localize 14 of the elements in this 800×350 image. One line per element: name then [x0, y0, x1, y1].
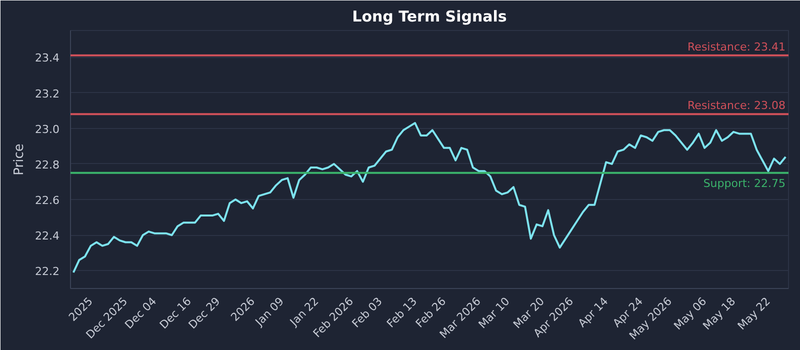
y-axis-title: Price [12, 144, 28, 176]
x-tick-label: Apr 14 [576, 294, 611, 330]
y-tick-label: 22.6 [35, 194, 60, 208]
y-tick-label: 23.0 [35, 122, 60, 136]
ref-line-label: Resistance: 23.08 [688, 99, 786, 112]
y-tick-label: 23.2 [35, 87, 60, 100]
y-tick-label: 22.2 [35, 265, 60, 278]
ref-line-label: Support: 22.75 [703, 176, 786, 190]
y-tick-label: 22.8 [35, 158, 60, 172]
ref-line-label: Resistance: 23.41 [688, 40, 786, 54]
y-tick-label: 23.4 [35, 52, 60, 65]
chart-title: Long Term Signals [352, 8, 507, 26]
line-series [72, 122, 787, 274]
y-tick-label: 22.4 [35, 230, 60, 243]
